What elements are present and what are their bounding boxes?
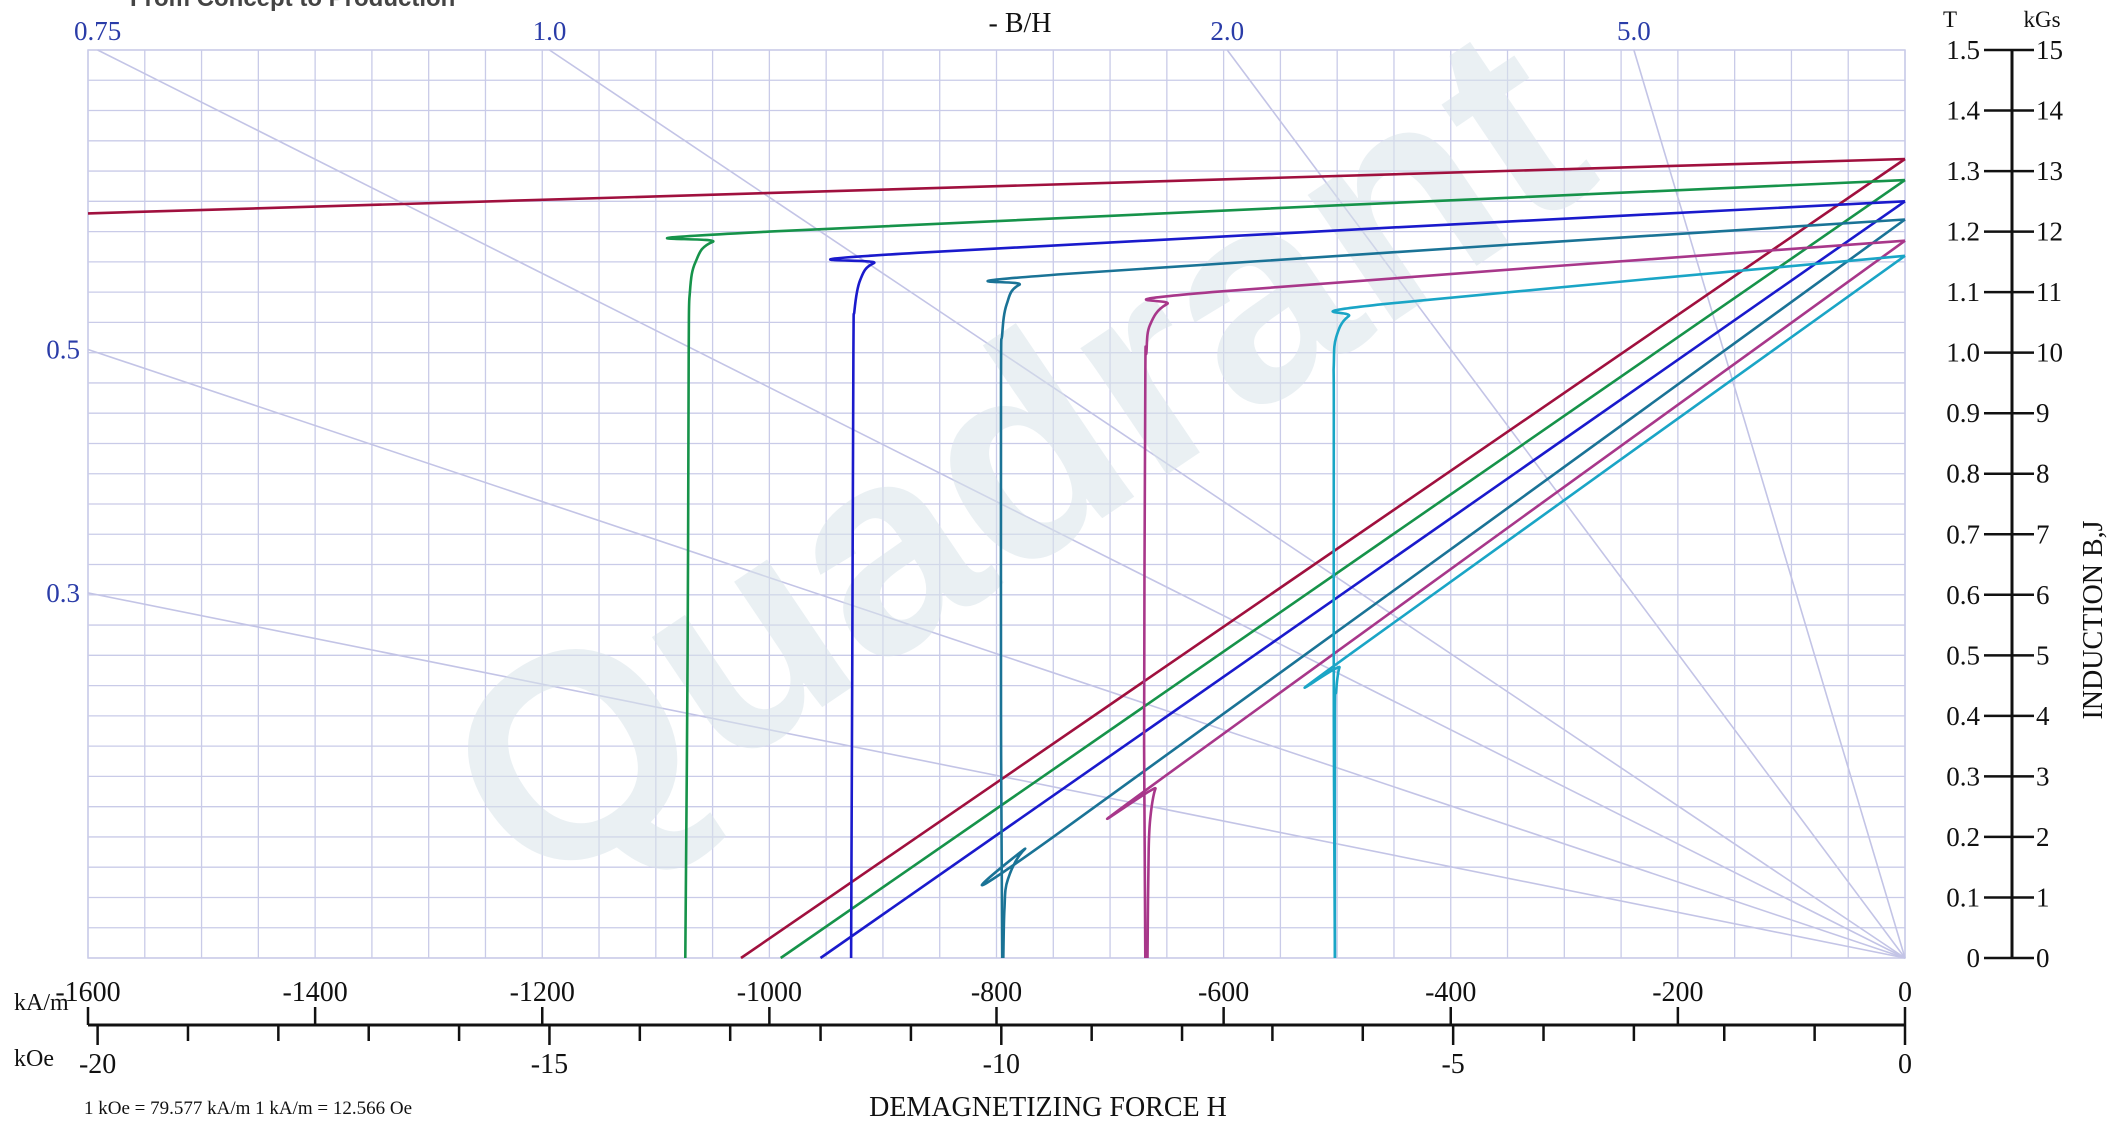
kgs-tick-label: 9 bbox=[2036, 398, 2050, 428]
load-line-label: 2.0 bbox=[1210, 16, 1244, 46]
kgs-tick-label: 15 bbox=[2036, 35, 2063, 65]
kam-tick-label: -400 bbox=[1425, 977, 1476, 1008]
load-line-label: 0.3 bbox=[46, 578, 80, 608]
kgs-tick-label: 4 bbox=[2036, 701, 2050, 731]
kam-tick-label: 0 bbox=[1898, 977, 1912, 1008]
tesla-tick-label: 0.1 bbox=[1946, 882, 1980, 912]
tesla-tick-label: 1.3 bbox=[1946, 156, 1980, 186]
load-line-label: 5.0 bbox=[1617, 16, 1651, 46]
load-line-title: - B/H bbox=[989, 8, 1052, 39]
koe-tick-label: -10 bbox=[983, 1049, 1020, 1080]
tesla-tick-label: 0.9 bbox=[1946, 398, 1980, 428]
tesla-tick-label: 1.1 bbox=[1946, 277, 1980, 307]
tesla-tick-label: 0.2 bbox=[1946, 822, 1980, 852]
demagnetization-curves bbox=[87, 157, 1906, 960]
tesla-tick-label: 0.7 bbox=[1946, 519, 1980, 549]
kam-tick-label: -1000 bbox=[737, 977, 802, 1008]
grade-curves bbox=[665, 178, 1906, 960]
demagnetizing-force-axis: -1600 -1400 -1200 -1000 -800 -600 -400 -200 0-20… bbox=[55, 977, 1912, 1080]
x-unit-koe: kOe bbox=[14, 1046, 54, 1072]
y-unit-kgs: kGs bbox=[2023, 7, 2060, 32]
kgs-tick-label: 7 bbox=[2036, 519, 2050, 549]
plot-border bbox=[87, 49, 1906, 959]
kgs-tick-label: 12 bbox=[2036, 217, 2063, 247]
kgs-tick-label: 11 bbox=[2036, 277, 2062, 307]
induction-axis: 0 0 0.1 1 0.2 2 0.3 3 0.4 4 0.5 5 0.6 6 0.7 7 0.8 8 0.9 9 1.… bbox=[1946, 35, 2063, 973]
grade-curves bbox=[1105, 239, 1906, 959]
kam-tick-label: -1200 bbox=[510, 977, 575, 1008]
load-line bbox=[87, 348, 1906, 959]
kgs-tick-label: 10 bbox=[2036, 338, 2063, 368]
tesla-tick-label: 1.4 bbox=[1946, 96, 1980, 126]
tesla-tick-label: 1.0 bbox=[1946, 338, 1980, 368]
load-line bbox=[87, 592, 1906, 959]
kgs-tick-label: 2 bbox=[2036, 822, 2050, 852]
kgs-tick-label: 3 bbox=[2036, 761, 2050, 791]
load-line bbox=[1226, 49, 1906, 959]
kam-tick-label: -1400 bbox=[282, 977, 347, 1008]
tesla-tick-label: 1.5 bbox=[1946, 35, 1980, 65]
load-line bbox=[549, 49, 1906, 959]
intrinsic-curve bbox=[1142, 239, 1906, 959]
grade-curves bbox=[980, 218, 1906, 959]
load-line bbox=[1633, 49, 1906, 959]
grade-curves bbox=[87, 157, 1906, 960]
kgs-tick-label: 1 bbox=[2036, 882, 2050, 912]
x-axis-label: DEMAGNETIZING FORCE H bbox=[869, 1092, 1227, 1122]
kgs-tick-label: 5 bbox=[2036, 640, 2050, 670]
chart-labels: From Concept to Production - B/H DEMAGNE… bbox=[14, 0, 2109, 1122]
conversion-note: 1 kOe = 79.577 kA/m 1 kA/m = 12.566 Oe bbox=[84, 1098, 412, 1119]
kgs-tick-label: 0 bbox=[2036, 943, 2050, 973]
load-line-label: 1.0 bbox=[533, 16, 567, 46]
grade-curves bbox=[1303, 254, 1906, 959]
y-unit-tesla: T bbox=[1943, 7, 1957, 32]
load-line-label: 0.75 bbox=[74, 16, 121, 46]
tesla-tick-label: 1.2 bbox=[1946, 217, 1980, 247]
tesla-tick-label: 0.8 bbox=[1946, 459, 1980, 489]
kam-tick-label: -1600 bbox=[55, 977, 120, 1008]
x-unit-kam: kA/m bbox=[14, 990, 69, 1016]
koe-tick-label: -20 bbox=[79, 1049, 116, 1080]
koe-tick-label: -5 bbox=[1441, 1049, 1464, 1080]
normal-curve bbox=[740, 157, 1906, 960]
normal-curve bbox=[1105, 239, 1906, 959]
intrinsic-curve bbox=[828, 200, 1906, 959]
tesla-tick-label: 0.3 bbox=[1946, 761, 1980, 791]
kam-tick-label: -600 bbox=[1198, 977, 1249, 1008]
watermark: Quadrant bbox=[389, 0, 1639, 952]
tesla-tick-label: 0.5 bbox=[1946, 640, 1980, 670]
intrinsic-curve bbox=[87, 157, 1906, 215]
kgs-tick-label: 8 bbox=[2036, 459, 2050, 489]
load-line-label: 0.5 bbox=[46, 334, 80, 364]
normal-curve bbox=[1303, 254, 1906, 959]
tesla-tick-label: 0.6 bbox=[1946, 580, 1980, 610]
kgs-tick-label: 6 bbox=[2036, 580, 2050, 610]
header-cut-text: From Concept to Production bbox=[130, 0, 455, 12]
intrinsic-curve bbox=[665, 178, 1906, 959]
kam-tick-label: -800 bbox=[971, 977, 1022, 1008]
kgs-tick-label: 14 bbox=[2036, 96, 2064, 126]
koe-tick-label: -15 bbox=[531, 1049, 568, 1080]
tesla-tick-label: 0.4 bbox=[1946, 701, 1980, 731]
tesla-tick-label: 0 bbox=[1967, 943, 1981, 973]
kgs-tick-label: 13 bbox=[2036, 156, 2063, 186]
normal-curve bbox=[980, 218, 1906, 959]
intrinsic-curve bbox=[986, 218, 1906, 959]
koe-tick-label: 0 bbox=[1898, 1049, 1912, 1080]
normal-curve bbox=[779, 179, 1906, 960]
y-axis-label: INDUCTION B,J bbox=[2078, 520, 2109, 719]
kam-tick-label: -200 bbox=[1652, 977, 1703, 1008]
